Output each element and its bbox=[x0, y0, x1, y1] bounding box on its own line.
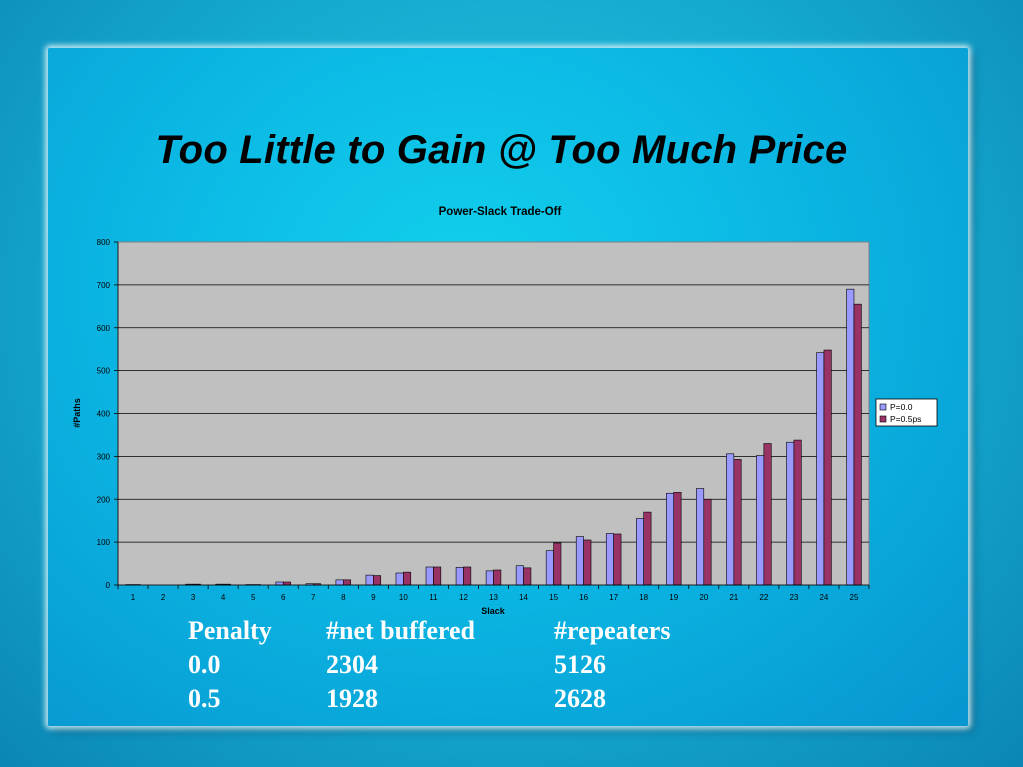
bar-p00 bbox=[575, 536, 584, 586]
table-cell-penalty: 0.0 bbox=[188, 650, 221, 679]
y-tick-label: 100 bbox=[97, 538, 111, 547]
y-tick-label: 300 bbox=[97, 452, 111, 461]
y-axis-label: #Paths bbox=[72, 398, 82, 428]
x-tick-label: 9 bbox=[371, 593, 376, 602]
x-tick-label: 5 bbox=[251, 593, 256, 602]
bars bbox=[125, 288, 862, 586]
x-tick-label: 13 bbox=[489, 593, 498, 602]
bar-p00 bbox=[425, 566, 434, 586]
x-tick-label: 6 bbox=[281, 593, 286, 602]
bar-p05 bbox=[403, 571, 412, 586]
chart-title: Power-Slack Trade-Off bbox=[439, 206, 562, 218]
y-tick-label: 600 bbox=[97, 324, 111, 333]
table-cell-repeaters: 5126 bbox=[554, 650, 606, 679]
x-tick-label: 7 bbox=[311, 593, 316, 602]
x-tick-label: 18 bbox=[639, 593, 648, 602]
legend: P=0.0 P=0.5ps bbox=[875, 398, 938, 427]
x-tick-label: 4 bbox=[221, 593, 226, 602]
x-tick-label: 17 bbox=[609, 593, 618, 602]
bar-p00 bbox=[395, 572, 404, 586]
bar-p05 bbox=[553, 542, 562, 586]
legend-label-p05: P=0.5ps bbox=[890, 414, 921, 424]
bar-p05 bbox=[583, 539, 592, 586]
table-cell-repeaters: 2628 bbox=[554, 684, 606, 713]
bar-p00 bbox=[846, 288, 855, 586]
bar-p05 bbox=[493, 569, 502, 586]
legend-swatch-p00 bbox=[879, 403, 887, 411]
bar-p00 bbox=[756, 455, 765, 586]
y-tick-label: 200 bbox=[97, 495, 111, 504]
x-tick-label: 20 bbox=[699, 593, 708, 602]
bar-p00 bbox=[515, 565, 524, 586]
bar-p05 bbox=[523, 567, 532, 586]
bar-p05 bbox=[673, 492, 682, 586]
x-tick-label: 22 bbox=[759, 593, 768, 602]
bar-p00 bbox=[485, 570, 494, 586]
x-tick-label: 10 bbox=[399, 593, 408, 602]
table-cell-net-buffered: 1928 bbox=[326, 684, 378, 713]
bar-p05 bbox=[433, 566, 442, 586]
x-tick-label: 8 bbox=[341, 593, 346, 602]
table-header-net-buffered: #net buffered bbox=[326, 616, 476, 645]
x-tick-label: 11 bbox=[429, 593, 438, 602]
bar-p05 bbox=[373, 575, 382, 586]
y-tick-label: 400 bbox=[97, 410, 111, 419]
x-tick-label: 21 bbox=[729, 593, 738, 602]
table-header-repeaters: #repeaters bbox=[554, 616, 671, 645]
bar-p05 bbox=[853, 303, 862, 586]
x-tick-label: 14 bbox=[519, 593, 528, 602]
x-tick-label: 12 bbox=[459, 593, 468, 602]
bar-p00 bbox=[635, 518, 644, 586]
bar-p05 bbox=[733, 459, 742, 586]
bar-p05 bbox=[643, 511, 652, 586]
bar-p05 bbox=[282, 581, 291, 586]
bar-p00 bbox=[335, 579, 344, 586]
x-tick-label: 24 bbox=[819, 593, 828, 602]
x-tick-label: 2 bbox=[161, 593, 166, 602]
bar-p05 bbox=[793, 439, 802, 586]
x-tick-label: 23 bbox=[789, 593, 798, 602]
x-tick-label: 25 bbox=[850, 593, 859, 602]
bar-p00 bbox=[666, 492, 675, 586]
y-tick-label: 500 bbox=[97, 367, 111, 376]
y-tick-label: 700 bbox=[97, 281, 111, 290]
bar-p05 bbox=[823, 349, 832, 586]
y-tick-label: 800 bbox=[97, 238, 111, 247]
x-tick-label: 3 bbox=[191, 593, 196, 602]
x-tick-label: 19 bbox=[669, 593, 678, 602]
y-tick-label: 0 bbox=[106, 581, 111, 590]
slide-title: Too Little to Gain @ Too Much Price bbox=[155, 128, 848, 172]
bar-p00 bbox=[816, 352, 825, 586]
bar-p00 bbox=[605, 533, 614, 586]
x-tick-label: 16 bbox=[579, 593, 588, 602]
gridlines bbox=[118, 284, 869, 543]
x-tick-label: 15 bbox=[549, 593, 558, 602]
bar-p05 bbox=[463, 566, 472, 586]
legend-swatch-p05 bbox=[879, 415, 887, 423]
legend-label-p00: P=0.0 bbox=[890, 402, 913, 412]
bar-p00 bbox=[786, 441, 795, 586]
x-axis-label: Slack bbox=[481, 606, 506, 616]
bar-p00 bbox=[365, 574, 374, 586]
bar-p00 bbox=[726, 453, 735, 586]
table-cell-net-buffered: 2304 bbox=[326, 650, 378, 679]
bar-p00 bbox=[696, 488, 705, 586]
bar-p05 bbox=[342, 579, 351, 586]
bar-p00 bbox=[545, 550, 554, 586]
bar-p05 bbox=[613, 533, 622, 586]
table-cell-penalty: 0.5 bbox=[188, 684, 221, 713]
bar-p05 bbox=[703, 498, 712, 586]
table-header-penalty: Penalty bbox=[188, 616, 272, 645]
x-tick-label: 1 bbox=[131, 593, 136, 602]
bar-p00 bbox=[455, 567, 464, 586]
bar-p00 bbox=[275, 581, 284, 586]
bar-p05 bbox=[763, 443, 772, 586]
